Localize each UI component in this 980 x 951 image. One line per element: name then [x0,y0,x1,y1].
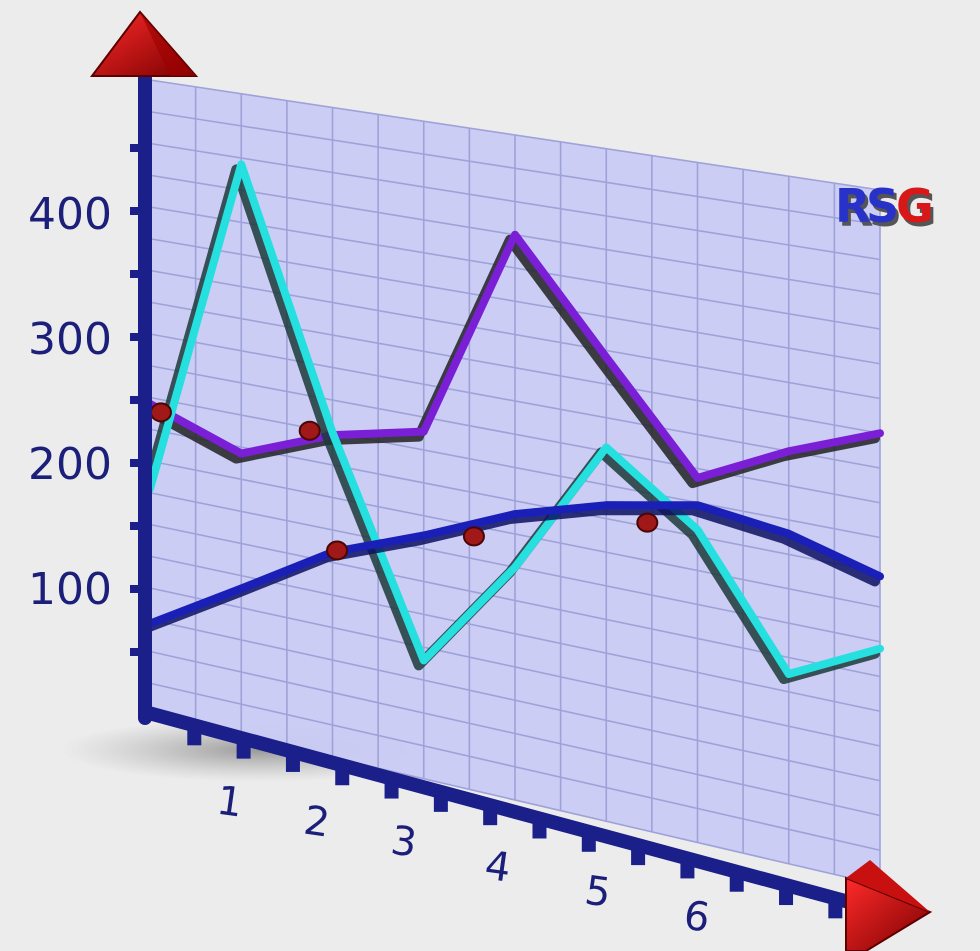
y-axis-tick [130,648,142,656]
axes [90,10,933,951]
logo-letter-shadow: R [838,183,873,237]
x-axis-tick [631,849,646,866]
x-axis-tick [384,782,399,799]
y-axis-tick [130,396,142,404]
y-axis-tick [130,144,142,152]
grid-line-horizontal [149,587,881,747]
grid-line-horizontal [149,110,881,226]
y-axis-tick [130,522,142,530]
grid-line-horizontal [149,364,881,504]
grid-line-horizontal [149,650,881,817]
grid-line-horizontal [149,79,881,191]
series-line-3 [146,501,884,628]
x-axis-tick [483,809,498,826]
logo-letter: S [866,179,899,233]
tick-labels: 100 200 300 400 1 2 3 4 5 6 [28,189,713,942]
series-line-2 [146,160,884,678]
x-axis-tick [779,889,794,906]
y-tick-label: 100 [28,564,112,615]
y-axis-tick [130,333,142,341]
grid-line-horizontal [149,206,881,330]
x-axis-tick [433,795,448,812]
x-tick-label: 2 [301,798,333,847]
x-axis-tick [581,835,596,852]
y-axis-tick [130,459,142,467]
x-axis-tick [236,742,251,759]
intersection-marker [149,402,172,423]
y-tick-label: 300 [28,314,112,365]
x-tick-label: 1 [214,778,246,827]
series-lines [140,160,884,684]
intersection-marker [636,512,659,533]
intersection-markers [149,402,659,561]
y-tick-label: 200 [28,439,112,490]
x-axis-tick [729,875,744,892]
logo-letter: R [835,179,870,233]
x-axis-tick [285,755,300,772]
x-axis-arrowhead [845,876,933,951]
intersection-marker [462,526,485,547]
x-tick-label: 4 [482,843,514,892]
grid-line-horizontal [149,618,881,782]
y-axis-tick [130,585,142,593]
grid-line-horizontal [149,523,881,678]
logo-letter: G [896,179,934,233]
x-tick-label: 3 [388,818,420,867]
x-axis-arrowhead-top [846,860,930,912]
series-line-1 [146,230,884,483]
x-axis-line [138,705,867,912]
grid-line-horizontal [149,142,881,261]
x-axis-tick [187,729,202,746]
grid-line-horizontal [149,269,881,400]
y-tick-label: 400 [28,189,112,240]
grid-line-horizontal [149,396,881,539]
x-axis-tick [335,769,350,786]
x-tick-label: 5 [582,868,614,917]
intersection-marker [298,420,321,441]
y-axis-arrowhead-side [140,12,196,76]
y-axis-tick [130,270,142,278]
intersection-marker [326,540,349,561]
grid-line-horizontal [149,301,881,435]
grid-line-horizontal [149,682,881,852]
logo-letter-shadow: G [899,183,937,237]
y-axis-tick [130,207,142,215]
x-tick-label: 6 [681,893,713,942]
logo-letter-shadow: S [869,183,902,237]
x-axis-tick [680,862,695,879]
grid-line-horizontal [149,460,881,608]
x-axis-tick [532,822,547,839]
grid-line-horizontal [149,333,881,469]
x-axis-tick [828,902,843,919]
